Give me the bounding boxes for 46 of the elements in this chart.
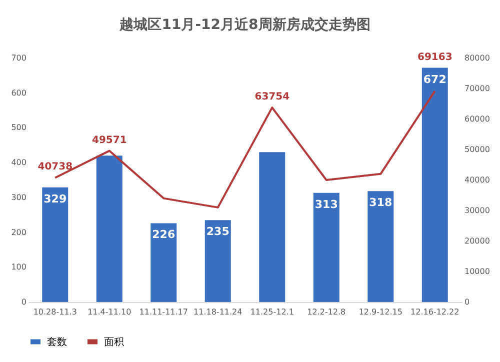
bar: [313, 192, 340, 302]
data-label: 40738: [38, 162, 73, 173]
legend-label: 套数: [47, 336, 67, 348]
y-tick-label: 200: [11, 228, 26, 237]
y2-tick-label: 40000: [464, 176, 490, 184]
x-tick-label: 12.16-12.22: [410, 308, 460, 316]
data-label: 318: [369, 196, 392, 210]
x-tick-label: 10.28-11.3: [33, 308, 77, 316]
data-label: 329: [44, 192, 67, 206]
data-label: 226: [152, 228, 176, 242]
data-label: 235: [206, 225, 230, 238]
chart-title: 越城区11月-12月近8周新房成交走势图: [118, 16, 370, 33]
bar: [422, 68, 448, 302]
x-tick-label: 11.11-11.17: [139, 308, 188, 316]
y2-tick-label: 0: [464, 298, 470, 306]
y2-tick-label: 20000: [464, 236, 490, 246]
bar: [42, 187, 68, 302]
bar: [368, 191, 394, 302]
data-label: 69163: [417, 52, 452, 63]
bar: [150, 223, 177, 302]
y-tick-label: 0: [21, 298, 26, 306]
x-tick-label: 11.25-12.1: [250, 308, 294, 316]
y2-tick-label: 60000: [464, 114, 490, 124]
x-tick-label: 11.18-11.24: [194, 308, 242, 316]
legend-label: 面积: [104, 336, 124, 348]
x-tick-label: 12.2-12.8: [307, 308, 346, 316]
data-label: 49571: [92, 134, 127, 146]
y-tick-label: 600: [11, 88, 26, 98]
data-label: 63754: [254, 92, 290, 103]
y2-tick-label: 10000: [464, 267, 490, 276]
y-tick-label: 300: [11, 192, 26, 202]
bar: [204, 220, 231, 302]
data-label: 672: [423, 72, 446, 86]
y2-tick-label: 30000: [464, 206, 490, 215]
y-tick-label: 400: [11, 158, 26, 168]
bar: [259, 152, 286, 302]
bar: [96, 156, 122, 302]
y-tick-label: 500: [11, 123, 26, 132]
y2-tick-label: 80000: [464, 54, 490, 62]
x-tick-label: 12.9-12.15: [358, 308, 402, 316]
y2-tick-label: 50000: [464, 145, 490, 154]
y-tick-label: 700: [11, 54, 26, 62]
data-label: 313: [314, 198, 338, 211]
y2-tick-label: 70000: [464, 84, 490, 93]
x-tick-label: 11.4-11.10: [88, 308, 132, 316]
y-tick-label: 100: [11, 262, 26, 272]
